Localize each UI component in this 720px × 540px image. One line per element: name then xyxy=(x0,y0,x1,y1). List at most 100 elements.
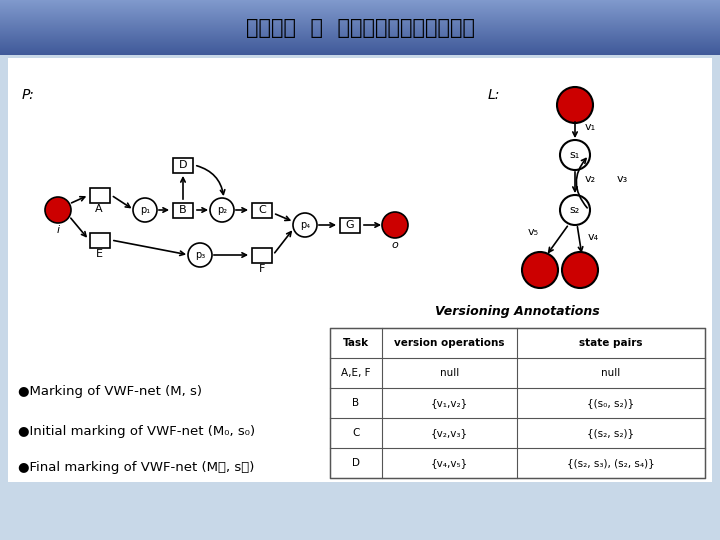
Bar xyxy=(0,21,720,22)
Circle shape xyxy=(210,198,234,222)
Bar xyxy=(0,42,720,43)
Text: ●Final marking of VWF-net (M⁦, s⁦): ●Final marking of VWF-net (M⁦, s⁦) xyxy=(18,462,254,475)
Bar xyxy=(0,38,720,39)
Bar xyxy=(0,0,720,1)
Bar xyxy=(0,29,720,30)
Text: 解决方案  －  版本标注的业务过程模型: 解决方案 － 版本标注的业务过程模型 xyxy=(246,18,474,38)
Text: C: C xyxy=(352,428,360,438)
Bar xyxy=(0,27,720,28)
Circle shape xyxy=(522,252,558,288)
Bar xyxy=(0,4,720,5)
Text: state pairs: state pairs xyxy=(580,338,643,348)
Bar xyxy=(0,18,720,19)
Text: L:: L: xyxy=(488,88,500,102)
Bar xyxy=(0,1,720,2)
Bar xyxy=(340,218,360,233)
Text: ●Marking of VWF-net (M, s): ●Marking of VWF-net (M, s) xyxy=(18,386,202,399)
Bar xyxy=(0,22,720,23)
Text: v₂: v₂ xyxy=(585,174,596,185)
Bar xyxy=(90,187,110,202)
Bar xyxy=(0,44,720,45)
Bar xyxy=(173,202,193,218)
Bar xyxy=(0,16,720,17)
Text: {(s₂, s₂)}: {(s₂, s₂)} xyxy=(588,428,634,438)
Circle shape xyxy=(188,243,212,267)
Bar xyxy=(0,6,720,7)
Text: {v₂,v₃}: {v₂,v₃} xyxy=(431,428,468,438)
Text: p₁: p₁ xyxy=(140,205,150,215)
Bar xyxy=(0,45,720,46)
Bar xyxy=(0,23,720,24)
Bar xyxy=(0,35,720,36)
Text: null: null xyxy=(440,368,459,378)
Bar xyxy=(0,25,720,26)
Text: Task: Task xyxy=(343,338,369,348)
Bar xyxy=(0,40,720,41)
Bar xyxy=(0,17,720,18)
Bar xyxy=(0,13,720,14)
Bar xyxy=(0,31,720,32)
Text: ●Initial marking of VWF-net (M₀, s₀): ●Initial marking of VWF-net (M₀, s₀) xyxy=(18,426,255,438)
Text: {(s₂, s₃), (s₂, s₄)}: {(s₂, s₃), (s₂, s₄)} xyxy=(567,458,655,468)
Text: D: D xyxy=(352,458,360,468)
Bar xyxy=(0,37,720,38)
Text: A,E, F: A,E, F xyxy=(341,368,371,378)
Bar xyxy=(0,5,720,6)
Bar xyxy=(173,158,193,172)
Bar xyxy=(0,15,720,16)
Text: p₂: p₂ xyxy=(217,205,227,215)
Circle shape xyxy=(562,252,598,288)
Circle shape xyxy=(560,140,590,170)
Text: v₃: v₃ xyxy=(617,174,629,185)
Circle shape xyxy=(45,197,71,223)
Text: p₄: p₄ xyxy=(300,220,310,230)
Text: s₂: s₂ xyxy=(570,205,580,215)
Bar xyxy=(0,7,720,8)
Bar xyxy=(0,43,720,44)
Bar xyxy=(0,26,720,27)
Bar xyxy=(0,48,720,49)
Bar xyxy=(0,24,720,25)
Text: {v₄,v₅}: {v₄,v₅} xyxy=(431,458,468,468)
Bar xyxy=(0,30,720,31)
Text: p₃: p₃ xyxy=(195,250,205,260)
Text: A: A xyxy=(95,204,103,214)
Bar xyxy=(252,202,272,218)
Bar xyxy=(8,58,712,482)
Text: G: G xyxy=(346,220,354,230)
Bar xyxy=(0,41,720,42)
Bar xyxy=(0,53,720,54)
Bar xyxy=(0,28,720,29)
Text: i: i xyxy=(56,225,60,235)
Text: P:: P: xyxy=(22,88,35,102)
Circle shape xyxy=(557,87,593,123)
Bar xyxy=(0,32,720,33)
Bar xyxy=(0,3,720,4)
Circle shape xyxy=(382,212,408,238)
Bar xyxy=(0,20,720,21)
Bar xyxy=(0,50,720,51)
Bar xyxy=(0,11,720,12)
Text: {(s₀, s₂)}: {(s₀, s₂)} xyxy=(588,398,634,408)
Text: E: E xyxy=(96,249,102,259)
Circle shape xyxy=(560,195,590,225)
Bar xyxy=(0,52,720,53)
Circle shape xyxy=(293,213,317,237)
Bar xyxy=(0,14,720,15)
Bar xyxy=(0,10,720,11)
Text: s₁: s₁ xyxy=(570,150,580,160)
Text: C: C xyxy=(258,205,266,215)
Bar xyxy=(0,8,720,9)
Bar xyxy=(0,19,720,20)
Bar xyxy=(0,9,720,10)
Text: B: B xyxy=(352,398,359,408)
Bar xyxy=(90,233,110,247)
Text: null: null xyxy=(601,368,621,378)
Text: F: F xyxy=(258,264,265,274)
Bar xyxy=(0,51,720,52)
Text: B: B xyxy=(179,205,186,215)
Circle shape xyxy=(133,198,157,222)
Text: {v₁,v₂}: {v₁,v₂} xyxy=(431,398,468,408)
Bar xyxy=(252,247,272,262)
Bar xyxy=(0,39,720,40)
